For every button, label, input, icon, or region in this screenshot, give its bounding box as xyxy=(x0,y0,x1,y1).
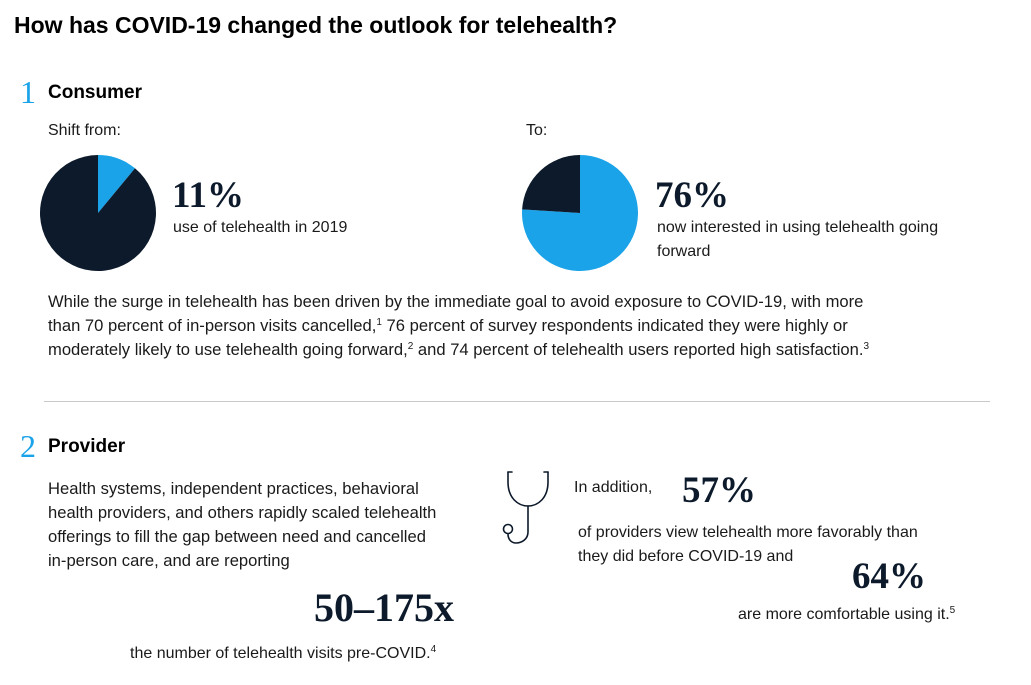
text-span: moderately likely to use telehealth goin… xyxy=(48,340,408,359)
pie-slice-0 xyxy=(98,155,135,213)
stat-57-description-line1: of providers view telehealth more favora… xyxy=(578,524,918,541)
section-heading-consumer: Consumer xyxy=(48,82,142,103)
to-label: To: xyxy=(526,122,548,139)
consumer-paragraph: While the surge in telehealth has been d… xyxy=(48,290,869,362)
stat-64-percent: 64% xyxy=(852,556,926,597)
text-span: the number of telehealth visits pre-COVI… xyxy=(130,645,431,662)
section-number-consumer: 1 xyxy=(20,74,36,110)
provider-paragraph-line3: offerings to fill the gap between need a… xyxy=(48,527,426,546)
text-span: than 70 percent of in-person visits canc… xyxy=(48,316,377,335)
text-span: are more comfortable using it. xyxy=(738,606,950,623)
pie-chart-forward xyxy=(522,155,638,271)
text-span: 76 percent of survey respondents indicat… xyxy=(381,316,848,335)
stat-57-percent: 57% xyxy=(682,470,756,511)
provider-paragraph-line2: health providers, and others rapidly sca… xyxy=(48,503,437,522)
pie-chart-2019 xyxy=(39,155,156,271)
provider-paragraph: Health systems, independent practices, b… xyxy=(48,477,436,573)
pie-slice-1 xyxy=(39,155,156,271)
stat-57-description-line2: they did before COVID-19 and xyxy=(578,548,794,565)
section-heading-provider: Provider xyxy=(48,436,126,457)
section-divider xyxy=(44,401,990,402)
text-span: and 74 percent of telehealth users repor… xyxy=(413,340,864,359)
consumer-paragraph-line2: than 70 percent of in-person visits canc… xyxy=(48,314,869,338)
stethoscope-icon xyxy=(502,471,549,544)
shift-from-label: Shift from: xyxy=(48,122,121,139)
stat-11-description: use of telehealth in 2019 xyxy=(173,219,348,236)
provider-paragraph-line1: Health systems, independent practices, b… xyxy=(48,479,419,498)
stat-50-175x: 50–175x xyxy=(314,585,454,630)
footnote-2: 2 xyxy=(407,341,414,352)
pie-slice-1 xyxy=(522,155,580,213)
stat-76-description-line1: now interested in using telehealth going xyxy=(657,219,939,236)
stat-50-175x-description: the number of telehealth visits pre-COVI… xyxy=(130,645,436,663)
consumer-paragraph-line3: moderately likely to use telehealth goin… xyxy=(48,338,869,362)
footnote-1: 1 xyxy=(376,317,382,328)
stat-76-percent: 76% xyxy=(655,175,729,216)
stat-76-description-line2: forward xyxy=(657,243,711,260)
stat-11-percent: 11% xyxy=(172,175,244,216)
page-title: How has COVID-19 changed the outlook for… xyxy=(14,12,618,38)
stat-64-description: are more comfortable using it.5 xyxy=(738,606,955,624)
provider-paragraph-line4: in-person care, and are reporting xyxy=(48,551,290,570)
section-number-provider: 2 xyxy=(20,428,36,464)
footnote-3: 3 xyxy=(863,341,870,352)
footnote-4: 4 xyxy=(430,644,437,655)
in-addition-text: In addition, xyxy=(574,479,653,496)
footnote-5: 5 xyxy=(949,605,956,616)
consumer-paragraph-line1: While the surge in telehealth has been d… xyxy=(48,292,864,311)
